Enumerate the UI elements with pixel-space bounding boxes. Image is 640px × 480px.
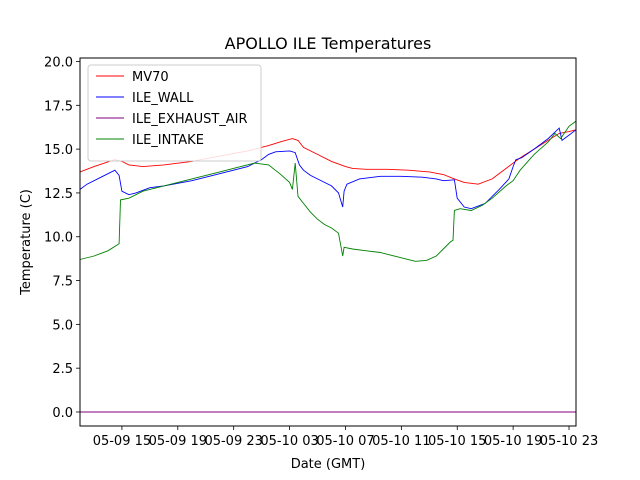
x-tick-label: 05-10 03: [260, 434, 318, 449]
y-tick-label: 20.0: [44, 56, 73, 71]
y-tick-label: 0.0: [52, 406, 73, 421]
x-tick-label: 05-09 15: [93, 434, 151, 449]
legend-label: ILE_WALL: [132, 91, 194, 106]
y-tick-label: 15.0: [44, 143, 73, 158]
x-axis-label: Date (GMT): [291, 457, 366, 472]
x-tick-label: 05-10 23: [540, 434, 598, 449]
y-tick-label: 5.0: [52, 318, 73, 333]
series-line-ile-wall: [79, 127, 577, 210]
x-tick-label: 05-10 11: [372, 434, 430, 449]
x-tick-label: 05-09 23: [204, 434, 262, 449]
y-tick-label: 12.5: [44, 187, 73, 202]
series-layer: [79, 120, 577, 413]
legend: MV70 ILE_WALL ILE_EXHAUST_AIR ILE_INTAKE: [87, 64, 262, 162]
y-axis: 0.0 2.5 5.0 7.5 10.0 12.5 15.0 17.5 20.0: [44, 56, 80, 421]
legend-label: ILE_INTAKE: [132, 133, 204, 148]
x-tick-label: 05-10 15: [428, 434, 486, 449]
legend-label: ILE_EXHAUST_AIR: [132, 112, 248, 127]
x-tick-label: 05-10 19: [484, 434, 542, 449]
x-tick-label: 05-10 07: [316, 434, 374, 449]
series-line-mv70: [79, 129, 577, 185]
y-tick-label: 7.5: [52, 275, 73, 290]
chart-title: APOLLO ILE Temperatures: [225, 34, 432, 53]
series-line-ile-intake: [79, 120, 577, 262]
legend-label: MV70: [132, 70, 169, 85]
legend-box: [87, 64, 262, 162]
x-tick-label: 05-09 19: [149, 434, 207, 449]
y-axis-label: Temperature (C): [19, 189, 34, 296]
y-tick-label: 17.5: [44, 99, 73, 114]
plot-frame: [79, 57, 577, 427]
y-tick-label: 10.0: [44, 231, 73, 246]
y-tick-label: 2.5: [52, 362, 73, 377]
